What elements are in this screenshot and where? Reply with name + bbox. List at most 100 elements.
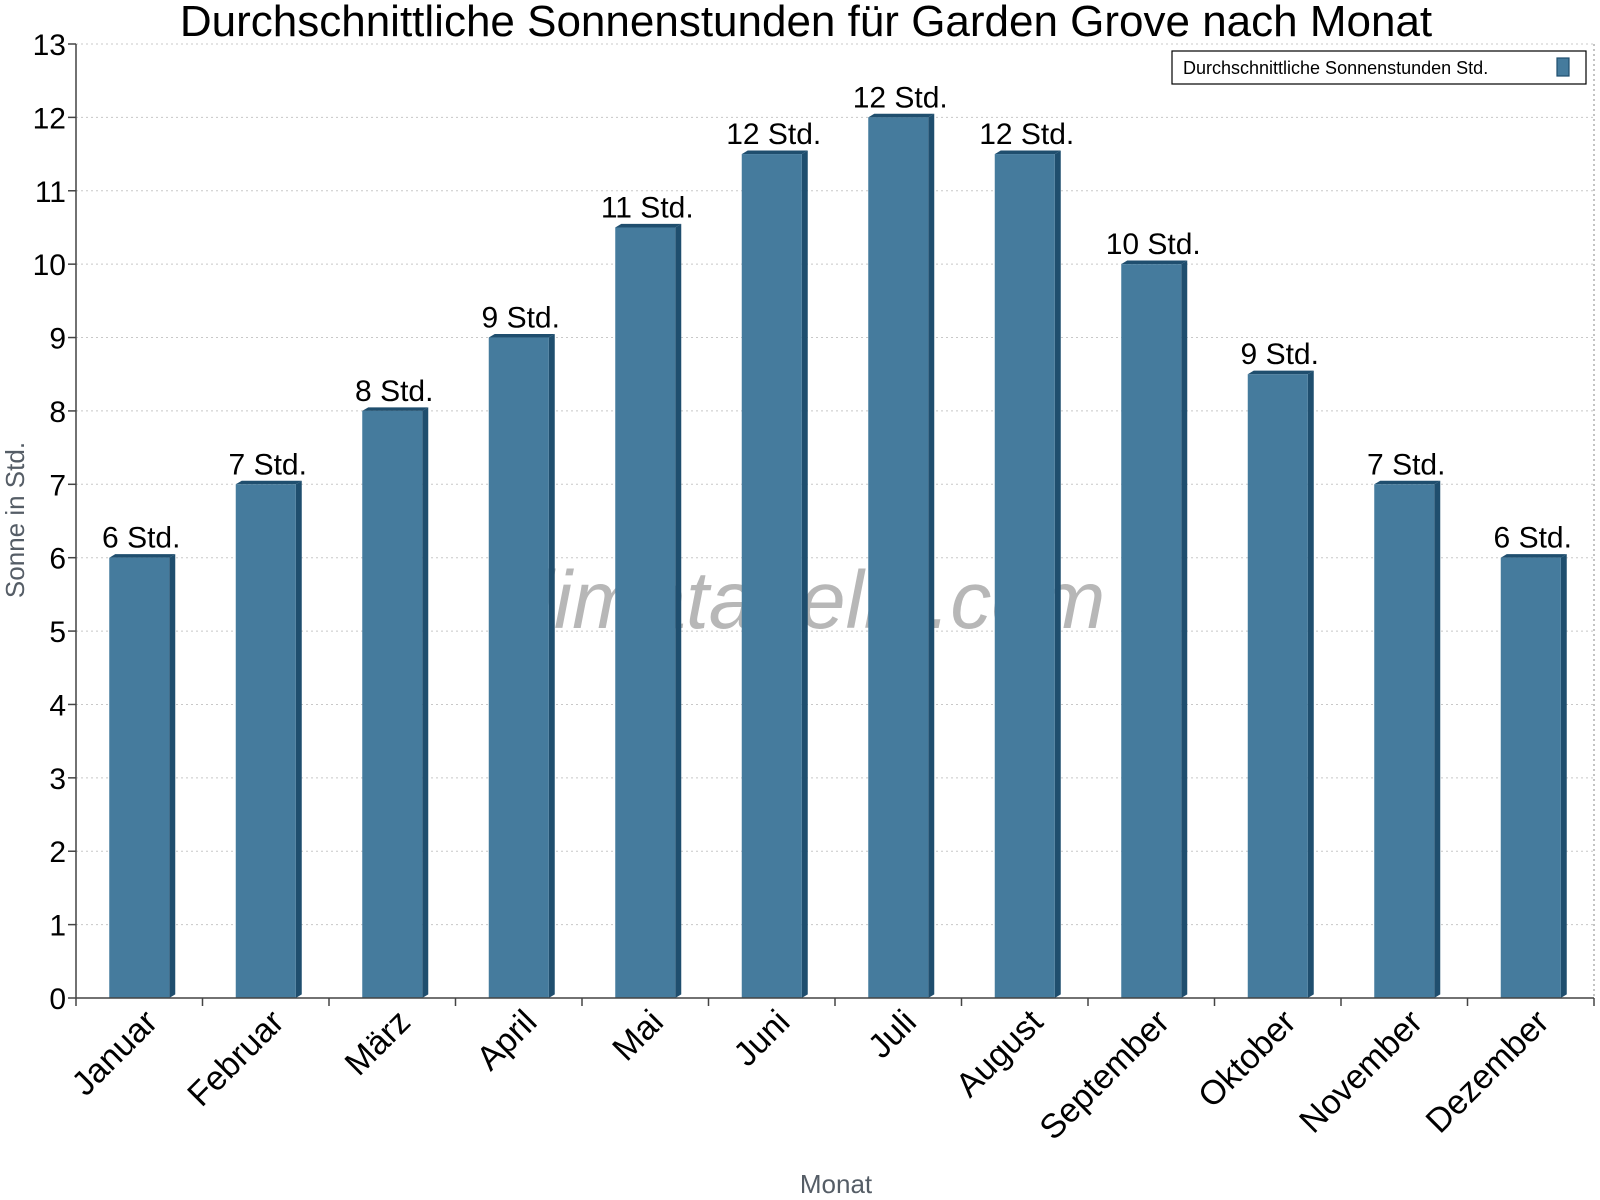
- axes: [75, 44, 1595, 999]
- bar-top: [1374, 480, 1441, 485]
- bar-value-label: 12 Std.: [853, 81, 948, 114]
- bars: [109, 113, 1567, 999]
- bar-front: [362, 410, 423, 998]
- bar-side: [1307, 370, 1314, 999]
- bar-front: [1247, 374, 1308, 998]
- bar-front: [615, 227, 676, 998]
- bar-front: [488, 337, 549, 998]
- bar-top: [1247, 370, 1314, 375]
- x-tick-label: Juli: [861, 1003, 924, 1066]
- x-axis-title: Monat: [800, 1169, 873, 1199]
- x-tick-label: April: [469, 1003, 544, 1078]
- bar: [488, 333, 555, 998]
- bar-value-label: 11 Std.: [601, 191, 694, 224]
- legend: Durchschnittliche Sonnenstunden Std.: [1171, 50, 1587, 85]
- y-tick-label: 11: [35, 176, 66, 209]
- y-tick-label: 3: [49, 763, 66, 796]
- bar-value-label: 7 Std.: [1367, 448, 1445, 481]
- bar: [868, 113, 935, 999]
- bar: [615, 223, 682, 998]
- bar-side: [295, 480, 302, 998]
- bar: [109, 554, 176, 998]
- bar-top: [362, 407, 429, 411]
- bar-front: [868, 117, 929, 998]
- bar-value-labels: 6 Std. 7 Std. 8 Std. 9 Std. 11 Std. 12 Std. 12…: [102, 81, 1572, 554]
- bar: [362, 407, 429, 998]
- y-tick-label: 5: [49, 616, 66, 649]
- chart-title: Durchschnittliche Sonnenstunden für Gard…: [180, 0, 1432, 46]
- bar-value-label: 6 Std.: [1494, 522, 1572, 555]
- bar: [994, 150, 1061, 999]
- bar-top: [868, 113, 935, 118]
- x-tick-label: August: [949, 1002, 1051, 1104]
- bar-top: [994, 150, 1061, 155]
- bar-front: [994, 154, 1055, 999]
- bar-side: [675, 223, 682, 998]
- grid-lines: [76, 43, 1594, 926]
- bar-top: [235, 480, 302, 485]
- legend-box: [1171, 50, 1587, 85]
- bar: [1374, 480, 1441, 998]
- bar-side: [801, 150, 808, 998]
- x-tick-label: Oktober: [1191, 1003, 1303, 1115]
- x-tick-label: März: [338, 1003, 418, 1083]
- y-tick-label: 8: [49, 396, 66, 429]
- bar-value-label: 6 Std.: [102, 522, 180, 555]
- y-tick-label: 2: [49, 836, 66, 869]
- y-tick-label: 12: [33, 102, 66, 135]
- y-tick-label: 9: [49, 323, 66, 356]
- x-tick-label: Juni: [726, 1003, 797, 1074]
- x-tick-label: November: [1292, 1003, 1430, 1141]
- bar-front: [235, 484, 296, 998]
- x-tick-label: September: [1032, 1003, 1176, 1147]
- bar-front: [1500, 557, 1561, 998]
- bar-side: [1560, 554, 1567, 998]
- bar-value-label: 12 Std.: [979, 118, 1074, 151]
- y-axis-title: Sonne in Std.: [0, 442, 30, 598]
- bar-front: [1374, 484, 1435, 998]
- bar-front: [109, 557, 170, 998]
- y-tick-label: 7: [49, 469, 66, 502]
- bar-value-label: 7 Std.: [229, 448, 307, 481]
- bar-side: [1054, 150, 1061, 998]
- bar-front: [1121, 264, 1182, 999]
- bar-side: [1434, 480, 1441, 998]
- x-tick-labels: Januar Februar März April Mai Juni Juli AugustS…: [65, 998, 1595, 1147]
- bar: [1247, 370, 1314, 999]
- x-tick-label: Dezember: [1419, 1003, 1557, 1141]
- x-tick-label: Januar: [65, 1003, 165, 1103]
- bar: [741, 150, 808, 999]
- legend-label: Durchschnittliche Sonnenstunden Std.: [1183, 58, 1488, 78]
- bar-side: [169, 554, 176, 998]
- bar: [1121, 260, 1188, 999]
- bar: [1500, 554, 1567, 998]
- bar-side: [1181, 260, 1188, 998]
- y-tick-label: 0: [49, 983, 66, 1016]
- bar-value-label: 9 Std.: [1241, 338, 1319, 371]
- legend-swatch: [1556, 57, 1570, 77]
- x-tick-label: Mai: [605, 1003, 671, 1069]
- bar-front: [741, 154, 802, 999]
- bar-top: [1121, 260, 1188, 265]
- bar-value-label: 10 Std.: [1106, 228, 1201, 261]
- bar-value-label: 12 Std.: [726, 118, 821, 151]
- bar-top: [109, 554, 176, 558]
- bar-side: [928, 113, 935, 999]
- bar-value-label: 9 Std.: [482, 302, 560, 335]
- bar-top: [741, 150, 808, 155]
- bar-top: [1500, 554, 1567, 558]
- bar-side: [548, 333, 555, 998]
- bar: [235, 480, 302, 998]
- y-tick-label: 1: [49, 910, 66, 943]
- y-tick-label: 4: [49, 689, 66, 722]
- bar-top: [615, 223, 682, 228]
- bar-side: [422, 407, 429, 998]
- bar-top: [488, 333, 555, 338]
- x-tick-label: Februar: [180, 1003, 291, 1114]
- y-tick-label: 6: [49, 543, 66, 576]
- y-tick-label: 10: [33, 249, 66, 282]
- bar-value-label: 8 Std.: [355, 375, 433, 408]
- y-tick-label: 13: [33, 29, 66, 62]
